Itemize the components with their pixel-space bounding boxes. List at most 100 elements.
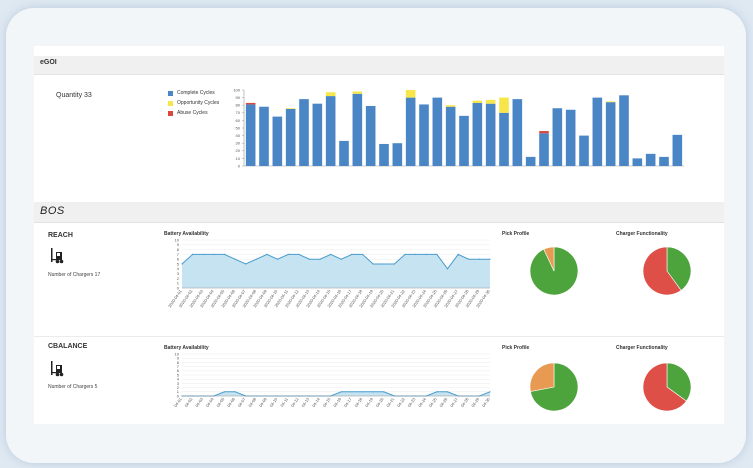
data-point <box>436 253 438 255</box>
data-point <box>319 258 321 260</box>
pick-profile-pie-reach <box>529 246 579 296</box>
y-tick-label: 2 <box>177 385 180 390</box>
y-tick-label: 4 <box>177 266 180 271</box>
y-tick-label: 40 <box>236 133 241 138</box>
bar-segment <box>605 101 616 103</box>
x-tick-label: 04-22 <box>396 396 406 408</box>
y-tick-label: 6 <box>177 368 180 373</box>
data-point <box>276 258 279 260</box>
data-point <box>340 258 342 260</box>
data-point <box>383 391 385 393</box>
data-point <box>468 258 470 260</box>
y-tick-label: 0 <box>238 163 241 168</box>
group-divider <box>34 336 724 337</box>
x-tick-label: 04-01 <box>173 396 183 408</box>
legend-swatch <box>168 100 173 106</box>
y-tick-label: 4 <box>177 377 180 382</box>
x-tick-label: 04-04 <box>205 396 215 408</box>
legend-item-opportunity: Opportunity Cycles <box>168 98 219 108</box>
bar-segment <box>472 102 483 166</box>
x-tick-label: 04-29 <box>470 396 480 408</box>
x-tick-label: 04-06 <box>226 396 236 408</box>
x-tick-label: 04-14 <box>311 396 321 408</box>
area-line <box>182 391 491 397</box>
bar-segment <box>512 99 523 166</box>
x-tick-label: 04-08 <box>247 396 257 408</box>
bar-segment <box>539 133 549 166</box>
data-point <box>181 263 183 265</box>
group-name-cbalance: CBALANCE <box>48 343 88 350</box>
data-point <box>330 253 332 255</box>
bar-segment <box>632 158 643 166</box>
bar-segment <box>499 97 509 113</box>
data-point <box>478 258 480 260</box>
legend-item-abuse: Abuse Cycles <box>168 108 219 118</box>
bar-segment <box>592 97 603 166</box>
y-tick-label: 0 <box>177 393 180 398</box>
data-point <box>255 258 257 260</box>
bar-segment <box>325 92 336 97</box>
y-tick-label: 100 <box>233 87 240 92</box>
y-tick-label: 7 <box>177 252 180 257</box>
data-point <box>383 263 385 265</box>
data-point <box>223 391 226 393</box>
pick-profile-pie-cbalance <box>529 362 579 412</box>
bar-segment <box>405 90 416 98</box>
x-tick-label: 04-26 <box>438 396 448 408</box>
y-tick-label: 10 <box>175 237 180 242</box>
data-point <box>489 391 491 393</box>
x-tick-label: 04-23 <box>407 396 417 408</box>
bos-section-title: BOS <box>40 205 65 217</box>
x-tick-label: 04-19 <box>364 396 374 408</box>
x-tick-label: 04-10 <box>268 396 278 408</box>
data-point <box>298 253 300 255</box>
y-tick-label: 1 <box>177 281 180 286</box>
data-point <box>361 391 364 393</box>
bar-segment <box>645 153 656 166</box>
bos-section-header: BOS <box>34 202 724 223</box>
cycles-bar-chart: 0 10 20 30 40 50 60 70 80 90 100 <box>233 87 684 168</box>
x-tick-label: 04-02 <box>183 396 193 408</box>
legend-label: Opportunity Cycles <box>177 100 220 106</box>
data-point <box>234 391 236 393</box>
group-name-reach: REACH <box>48 232 73 239</box>
bar-segment <box>405 97 416 166</box>
pie-slice <box>543 246 555 272</box>
bar-segment <box>445 106 456 166</box>
y-tick-label: 50 <box>236 125 241 130</box>
x-tick-label: 04-25 <box>428 396 438 408</box>
y-tick-label: 20 <box>236 148 241 153</box>
bar-segment <box>552 108 563 166</box>
x-tick-label: 04-03 <box>194 396 204 408</box>
bar-segment <box>485 103 496 166</box>
legend-label: Abuse Cycles <box>177 110 208 116</box>
data-point <box>372 263 374 265</box>
bar-segment <box>259 106 269 166</box>
data-point <box>446 391 449 393</box>
egoi-section-header: eGOI <box>34 56 724 75</box>
x-tick-label: 04-28 <box>460 396 470 408</box>
x-tick-label: 04-07 <box>237 396 247 408</box>
bar-segment <box>392 143 403 166</box>
x-tick-label: 04-09 <box>258 396 268 408</box>
y-tick-label: 9 <box>177 356 180 361</box>
x-tick-label: 04-27 <box>449 396 459 408</box>
area-fill <box>182 391 490 396</box>
y-tick-label: 70 <box>236 110 241 115</box>
bar-segment <box>459 115 469 166</box>
pie-slice <box>529 362 555 392</box>
data-point <box>393 263 396 265</box>
bar-segment <box>419 104 429 166</box>
data-point <box>404 253 406 255</box>
bar-segment <box>472 100 483 103</box>
bar-segment <box>579 135 589 166</box>
x-tick-label: 04-18 <box>353 396 363 408</box>
bar-segment <box>245 104 256 166</box>
bar-segment <box>619 95 629 166</box>
y-tick-label: 3 <box>177 271 180 276</box>
data-point <box>192 253 194 255</box>
y-tick-label: 90 <box>236 95 241 100</box>
y-tick-label: 5 <box>177 372 180 377</box>
chargers-count-reach: Number of Chargers 17 <box>48 272 101 278</box>
